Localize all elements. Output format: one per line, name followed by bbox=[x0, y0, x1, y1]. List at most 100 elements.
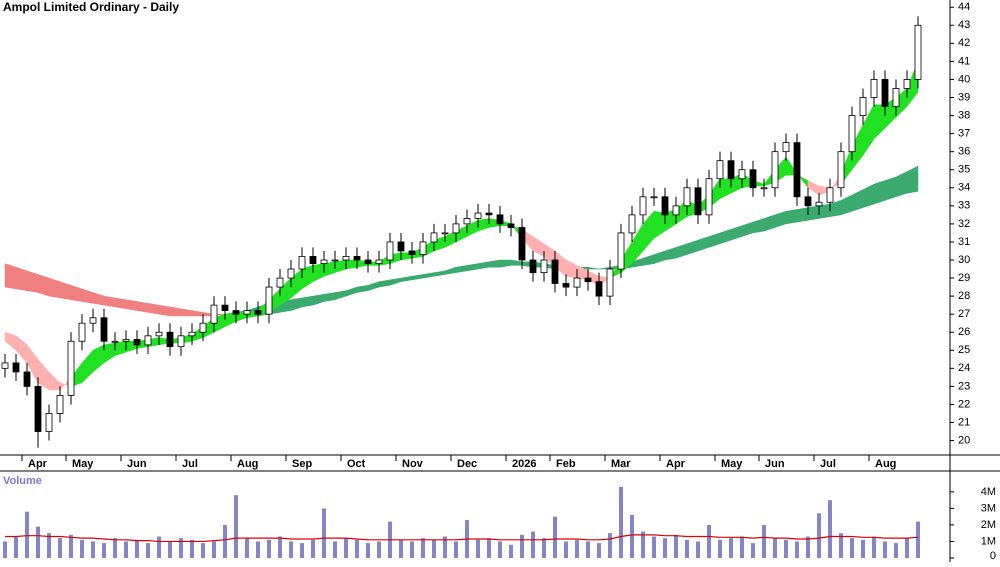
volume-bar bbox=[25, 511, 29, 558]
x-tick-label: Feb bbox=[556, 458, 576, 470]
x-tick-label: Apr bbox=[28, 458, 48, 470]
candle-body bbox=[67, 340, 75, 396]
candle-body bbox=[914, 24, 922, 80]
volume-bar bbox=[14, 536, 18, 558]
candle-body bbox=[573, 277, 581, 288]
volume-bar bbox=[817, 513, 821, 558]
candle-body bbox=[815, 201, 823, 207]
y-tick-label: 26 bbox=[958, 326, 970, 338]
y-tick-label: 2M bbox=[981, 519, 996, 531]
candle-body bbox=[309, 255, 317, 265]
candle-body bbox=[276, 277, 284, 288]
candle-body bbox=[452, 223, 460, 234]
candle-body bbox=[551, 259, 559, 284]
volume-bar bbox=[267, 539, 271, 558]
volume-bar bbox=[883, 541, 887, 558]
candle-body bbox=[386, 241, 394, 261]
candle-body bbox=[45, 413, 53, 432]
volume-bar bbox=[135, 539, 139, 558]
x-tick-label: May bbox=[721, 458, 743, 470]
candle-body bbox=[199, 322, 207, 333]
volume-bar bbox=[355, 539, 359, 558]
ribbon-segment bbox=[587, 266, 600, 270]
candle-body bbox=[375, 259, 383, 265]
volume-bar bbox=[685, 539, 689, 558]
x-tick-label: Jul bbox=[820, 458, 836, 470]
volume-bar bbox=[553, 516, 557, 558]
volume-bar bbox=[850, 538, 854, 558]
candle-body bbox=[760, 187, 768, 190]
ribbon-segment bbox=[301, 295, 314, 308]
candle-body bbox=[848, 115, 856, 153]
ribbon-segment bbox=[873, 180, 886, 205]
x-tick-label: 2026 bbox=[512, 458, 536, 470]
y-tick-label: 37 bbox=[958, 128, 970, 140]
candle-body bbox=[122, 339, 130, 342]
y-tick-label: 32 bbox=[958, 218, 970, 230]
ribbon-segment bbox=[125, 299, 138, 311]
ribbon-segment bbox=[906, 165, 919, 194]
y-tick-label: 41 bbox=[958, 55, 970, 67]
volume-bar bbox=[586, 541, 590, 558]
candle-body bbox=[661, 196, 669, 216]
volume-bar bbox=[344, 538, 348, 558]
y-tick-label: 31 bbox=[958, 236, 970, 248]
candle-body bbox=[826, 187, 834, 203]
candle-body bbox=[628, 214, 636, 234]
candle-body bbox=[716, 160, 724, 180]
y-tick-label: 0 bbox=[990, 550, 996, 562]
candle-body bbox=[177, 335, 185, 348]
volume-bar bbox=[740, 536, 744, 558]
y-tick-label: 28 bbox=[958, 290, 970, 302]
volume-bar bbox=[696, 541, 700, 558]
volume-bar bbox=[608, 533, 612, 558]
candle-body bbox=[903, 79, 911, 89]
volume-bar bbox=[421, 538, 425, 558]
volume-bar bbox=[278, 536, 282, 558]
candle-body bbox=[221, 304, 229, 311]
volume-bar bbox=[476, 539, 480, 558]
x-tick-label: Aug bbox=[875, 458, 896, 470]
y-tick-label: 40 bbox=[958, 73, 970, 85]
volume-bar bbox=[311, 539, 315, 558]
candle-body bbox=[705, 178, 713, 216]
x-tick-label: Aug bbox=[237, 458, 258, 470]
candle-body bbox=[881, 79, 889, 107]
candle-body bbox=[518, 227, 526, 261]
volume-bar bbox=[718, 539, 722, 558]
volume-bar bbox=[454, 541, 458, 558]
volume-bar bbox=[300, 543, 304, 558]
x-tick-label: Mar bbox=[611, 458, 631, 470]
volume-title: Volume bbox=[3, 475, 42, 487]
ribbon-segment bbox=[15, 266, 28, 291]
volume-bar bbox=[58, 538, 62, 558]
candle-body bbox=[265, 286, 273, 315]
candle-body bbox=[727, 160, 735, 180]
candle-body bbox=[782, 142, 790, 153]
volume-bar bbox=[773, 538, 777, 558]
volume-bar bbox=[168, 541, 172, 558]
volume-bar bbox=[333, 541, 337, 558]
candle-body bbox=[617, 232, 625, 270]
candle-body bbox=[34, 385, 42, 432]
volume-bar bbox=[641, 531, 645, 558]
ribbon-segment bbox=[103, 295, 116, 308]
volume-average bbox=[5, 534, 919, 543]
volume-bar bbox=[91, 541, 95, 558]
candle-body bbox=[606, 268, 614, 297]
volume-bar bbox=[432, 539, 436, 558]
x-tick-label: Jun bbox=[127, 458, 147, 470]
x-tick-label: Jun bbox=[765, 458, 785, 470]
candle-body bbox=[210, 304, 218, 324]
y-tick-label: 27 bbox=[958, 308, 970, 320]
candle-body bbox=[12, 362, 20, 373]
volume-bar bbox=[630, 515, 634, 558]
ribbon-segment bbox=[114, 297, 127, 310]
y-tick-label: 3M bbox=[981, 502, 996, 514]
candle-body bbox=[353, 255, 361, 261]
x-tick-label: May bbox=[72, 458, 94, 470]
ribbon-segment bbox=[785, 209, 798, 225]
y-tick-label: 21 bbox=[958, 416, 970, 428]
